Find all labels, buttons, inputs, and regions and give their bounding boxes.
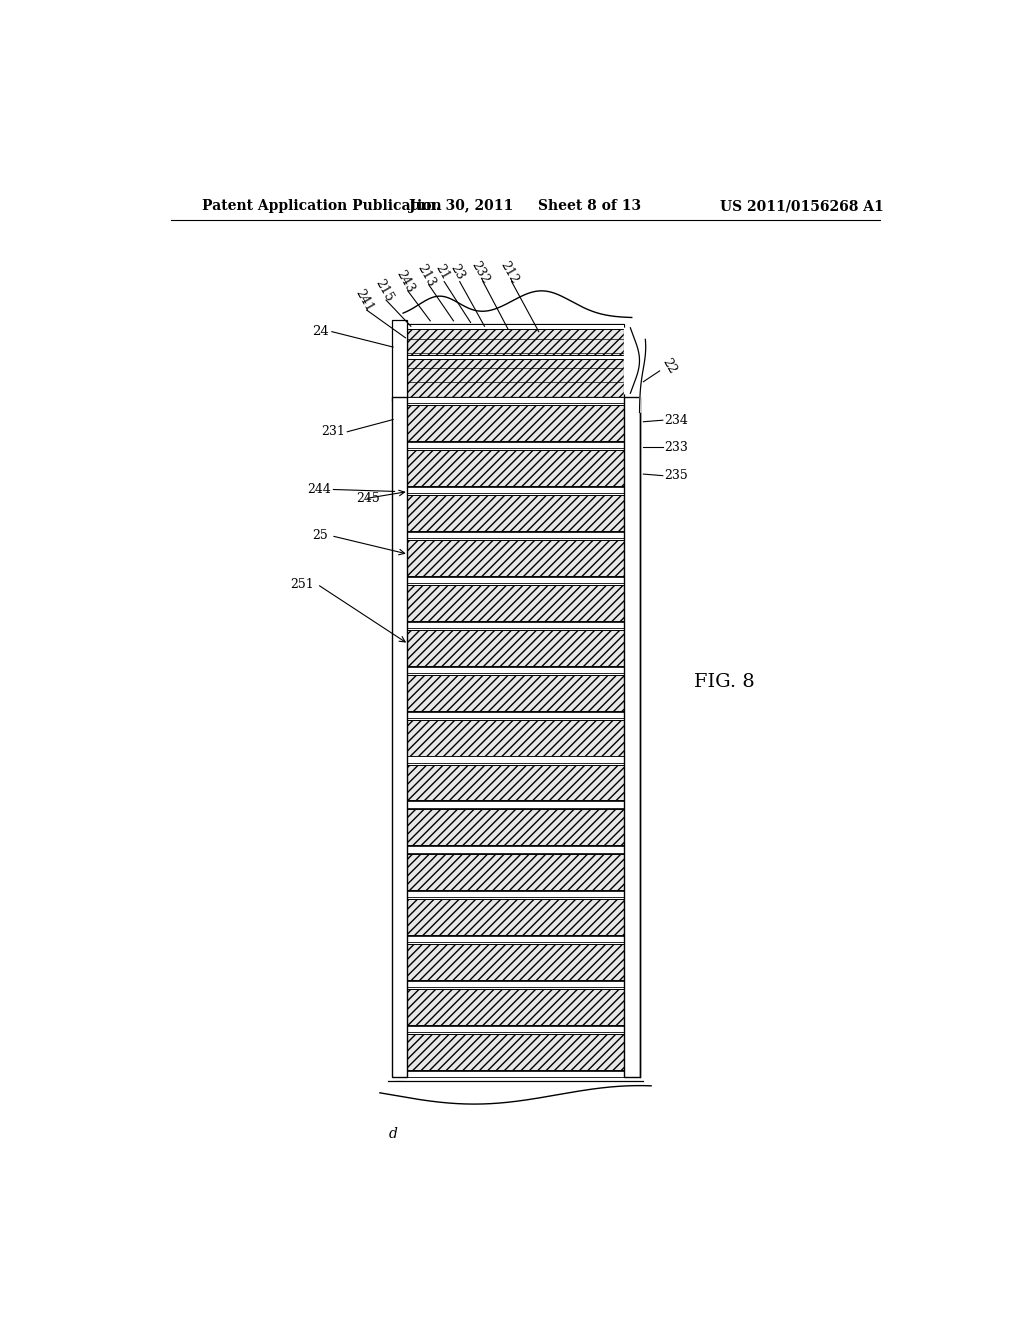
Text: 22: 22 — [659, 356, 679, 376]
Bar — [407, 719, 624, 755]
Text: 25: 25 — [312, 529, 328, 543]
Text: Sheet 8 of 13: Sheet 8 of 13 — [538, 199, 641, 213]
Bar — [407, 1026, 624, 1032]
Text: 215: 215 — [372, 277, 395, 305]
Bar — [393, 891, 407, 896]
Text: 231: 231 — [322, 425, 345, 438]
Bar — [393, 487, 407, 492]
Bar — [407, 711, 624, 718]
Bar — [407, 577, 624, 583]
Bar — [393, 756, 407, 762]
Text: 213: 213 — [415, 261, 438, 289]
Polygon shape — [403, 290, 632, 318]
Bar — [407, 450, 624, 486]
Bar — [407, 323, 624, 329]
Bar — [393, 442, 407, 447]
Bar — [393, 801, 407, 807]
Bar — [407, 532, 624, 539]
Bar — [393, 1026, 407, 1031]
Bar — [393, 711, 407, 717]
Bar — [391, 321, 407, 401]
Bar — [393, 936, 407, 941]
Text: 243: 243 — [394, 268, 417, 296]
Bar — [407, 323, 624, 397]
Bar — [407, 899, 624, 935]
Text: 251: 251 — [290, 578, 314, 591]
Text: 244: 244 — [307, 483, 331, 496]
Bar — [407, 675, 624, 710]
Bar — [407, 585, 624, 620]
Bar — [407, 1034, 624, 1071]
Bar — [407, 355, 624, 359]
Text: 245: 245 — [356, 492, 380, 506]
Text: 232: 232 — [469, 259, 493, 286]
Bar — [407, 944, 624, 981]
Text: 24: 24 — [312, 325, 329, 338]
Bar — [393, 667, 407, 672]
Bar — [407, 622, 624, 628]
Text: FIG. 8: FIG. 8 — [694, 673, 755, 690]
Bar — [407, 495, 624, 531]
Bar — [393, 622, 407, 627]
Bar — [393, 532, 407, 537]
Bar — [393, 1071, 407, 1076]
Bar — [407, 854, 624, 890]
Bar — [407, 1071, 624, 1077]
Text: Jun. 30, 2011: Jun. 30, 2011 — [410, 199, 513, 213]
Text: 241: 241 — [353, 288, 376, 314]
Bar — [407, 801, 624, 808]
Text: 235: 235 — [665, 469, 688, 482]
Bar — [407, 846, 624, 853]
Text: US 2011/0156268 A1: US 2011/0156268 A1 — [720, 199, 884, 213]
Bar — [407, 442, 624, 449]
Bar — [407, 809, 624, 845]
Bar — [407, 936, 624, 942]
Text: 212: 212 — [498, 259, 521, 286]
Text: d: d — [389, 1127, 397, 1142]
Bar — [407, 756, 624, 763]
Bar — [407, 981, 624, 987]
Bar — [393, 981, 407, 986]
Text: 21: 21 — [432, 263, 452, 282]
Bar — [407, 540, 624, 576]
Bar — [407, 397, 624, 404]
Bar — [407, 764, 624, 800]
Bar — [407, 630, 624, 665]
Bar — [391, 397, 407, 1077]
Text: Patent Application Publication: Patent Application Publication — [202, 199, 441, 213]
Bar — [407, 667, 624, 673]
Bar — [393, 846, 407, 851]
Bar — [393, 397, 407, 403]
Bar — [393, 577, 407, 582]
Bar — [407, 989, 624, 1026]
Bar — [407, 487, 624, 494]
Bar — [624, 397, 640, 1077]
Text: 233: 233 — [665, 441, 688, 454]
Text: 23: 23 — [447, 263, 467, 282]
Text: 234: 234 — [665, 413, 688, 426]
Bar — [407, 891, 624, 898]
Bar — [407, 405, 624, 441]
